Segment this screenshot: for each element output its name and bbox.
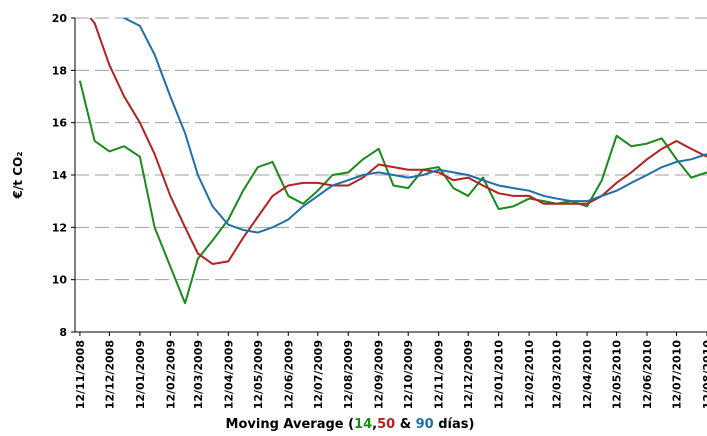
series-line [122,18,707,234]
x-tick-label: 12/04/2009 [222,340,235,409]
x-tick-label: 12/08/2009 [342,340,355,409]
x-tick-label: 12/07/2009 [312,340,325,409]
x-tick-label: 12/05/2010 [611,340,624,410]
x-tick-label: 12/04/2010 [581,340,594,410]
chart-title: Moving Average (14,50 & 90 días) [226,417,475,432]
x-tick-label: 12/12/2009 [462,340,475,409]
y-tick-label: 14 [52,169,68,182]
x-tick-label: 12/06/2010 [641,340,654,410]
series-line [89,18,707,265]
y-tick-label: 16 [52,117,68,130]
title-text: & [395,417,415,432]
y-tick-label: 18 [52,64,67,77]
title-text: días) [434,417,475,432]
plot-lines [78,18,707,305]
x-tick-label: 12/11/2008 [74,340,87,409]
x-tick-label: 12/03/2010 [551,340,564,410]
axes: 8 10 12 14 16 18 20 12/11/2008 12/12/2008 12/01/2… [52,12,707,409]
x-tick-label: 12/07/2010 [671,340,684,410]
x-tick-label: 12/05/2009 [252,340,265,409]
x-tick-label: 12/01/2009 [134,340,147,409]
x-tick-label: 12/09/2009 [373,340,386,409]
y-tick-label: 20 [52,12,68,25]
y-tick-label: 10 [52,274,68,287]
x-tick-label: 12/03/2009 [192,340,205,409]
grid [75,17,707,333]
legend-entry: 90 [416,417,434,432]
title-text: Moving Average ( [226,417,355,432]
x-tick-label: 12/06/2009 [282,340,295,409]
legend-entry: 50 [377,417,395,432]
title-text: , [372,417,377,432]
x-tick-label: 12/12/2008 [103,340,116,409]
y-tick-label: 12 [52,221,67,234]
y-axis-label: €/t CO₂ [11,152,25,200]
x-tick-label: 12/10/2009 [402,340,415,409]
x-tick-label: 12/11/2009 [433,340,446,409]
x-tick-label: 12/02/2010 [523,340,536,410]
x-tick-label: 12/02/2009 [164,340,177,409]
y-tick-label: 8 [59,326,67,339]
x-tick-label: 12/08/2010 [701,340,707,410]
legend-entry: 14 [354,417,372,432]
series-line [78,80,707,305]
x-tick-label: 12/01/2010 [493,340,506,410]
